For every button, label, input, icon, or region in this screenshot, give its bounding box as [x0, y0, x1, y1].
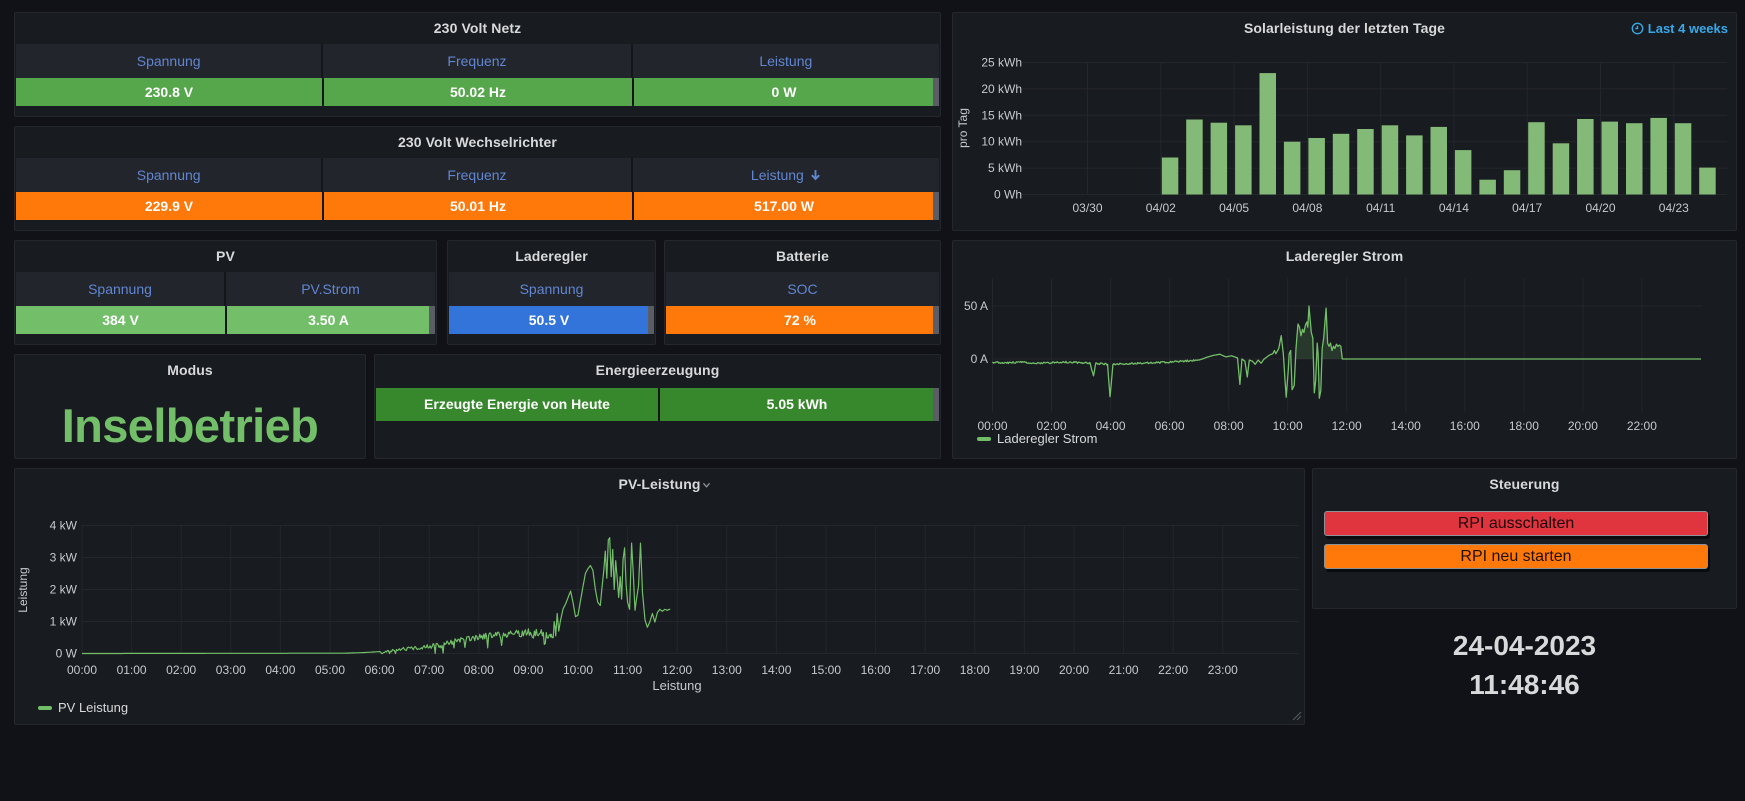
- svg-text:10:00: 10:00: [1273, 419, 1303, 433]
- svg-text:04/11: 04/11: [1366, 201, 1395, 215]
- svg-text:18:00: 18:00: [1509, 419, 1539, 433]
- svg-text:02:00: 02:00: [166, 663, 196, 677]
- svg-text:18:00: 18:00: [960, 663, 990, 677]
- svg-text:04:00: 04:00: [265, 663, 295, 677]
- svg-text:15:00: 15:00: [811, 663, 841, 677]
- svg-text:25 kWh: 25 kWh: [981, 56, 1022, 70]
- svg-text:01:00: 01:00: [117, 663, 147, 677]
- svg-text:23:00: 23:00: [1208, 663, 1238, 677]
- svg-text:03/30: 03/30: [1072, 201, 1102, 215]
- svg-text:20:00: 20:00: [1568, 419, 1598, 433]
- svg-text:00:00: 00:00: [977, 419, 1007, 433]
- svg-text:07:00: 07:00: [414, 663, 444, 677]
- svg-text:04/20: 04/20: [1585, 201, 1615, 215]
- svg-text:05:00: 05:00: [315, 663, 345, 677]
- svg-text:09:00: 09:00: [513, 663, 543, 677]
- svg-text:08:00: 08:00: [1214, 419, 1244, 433]
- svg-text:03:00: 03:00: [216, 663, 246, 677]
- svg-text:22:00: 22:00: [1158, 663, 1188, 677]
- svg-text:04/14: 04/14: [1439, 201, 1469, 215]
- svg-text:20 kWh: 20 kWh: [981, 82, 1022, 96]
- svg-text:16:00: 16:00: [861, 663, 891, 677]
- svg-text:Laderegler Strom: Laderegler Strom: [997, 431, 1097, 446]
- svg-text:16:00: 16:00: [1450, 419, 1480, 433]
- svg-text:04/02: 04/02: [1146, 201, 1176, 215]
- svg-text:02:00: 02:00: [1036, 419, 1066, 433]
- svg-text:04/05: 04/05: [1219, 201, 1249, 215]
- svg-text:13:00: 13:00: [712, 663, 742, 677]
- svg-text:50 A: 50 A: [964, 299, 988, 313]
- svg-text:0 Wh: 0 Wh: [994, 188, 1022, 202]
- svg-text:pro Tag: pro Tag: [956, 108, 970, 148]
- svg-text:5 kWh: 5 kWh: [988, 161, 1022, 175]
- svg-text:15 kWh: 15 kWh: [981, 108, 1022, 122]
- svg-text:3 kW: 3 kW: [50, 551, 78, 565]
- svg-text:0 W: 0 W: [56, 647, 78, 661]
- svg-text:22:00: 22:00: [1627, 419, 1657, 433]
- svg-text:04:00: 04:00: [1096, 419, 1126, 433]
- svg-text:19:00: 19:00: [1009, 663, 1039, 677]
- svg-text:21:00: 21:00: [1109, 663, 1139, 677]
- svg-text:10:00: 10:00: [563, 663, 593, 677]
- svg-text:20:00: 20:00: [1059, 663, 1089, 677]
- svg-text:17:00: 17:00: [910, 663, 940, 677]
- svg-text:PV Leistung: PV Leistung: [58, 700, 128, 715]
- svg-text:1 kW: 1 kW: [50, 615, 78, 629]
- svg-text:08:00: 08:00: [464, 663, 494, 677]
- svg-text:2 kW: 2 kW: [50, 583, 78, 597]
- svg-text:06:00: 06:00: [365, 663, 395, 677]
- svg-text:12:00: 12:00: [662, 663, 692, 677]
- svg-text:0 A: 0 A: [971, 352, 988, 366]
- svg-text:14:00: 14:00: [1391, 419, 1421, 433]
- svg-text:00:00: 00:00: [67, 663, 97, 677]
- svg-text:4 kW: 4 kW: [50, 519, 78, 533]
- svg-text:04/23: 04/23: [1659, 201, 1689, 215]
- svg-text:Leistung: Leistung: [16, 567, 30, 612]
- svg-text:14:00: 14:00: [761, 663, 791, 677]
- svg-text:11:00: 11:00: [613, 663, 642, 677]
- svg-text:10 kWh: 10 kWh: [981, 135, 1022, 149]
- svg-text:04/08: 04/08: [1292, 201, 1322, 215]
- svg-text:12:00: 12:00: [1332, 419, 1362, 433]
- svg-text:06:00: 06:00: [1155, 419, 1185, 433]
- svg-text:04/17: 04/17: [1512, 201, 1542, 215]
- svg-text:Leistung: Leistung: [652, 678, 701, 693]
